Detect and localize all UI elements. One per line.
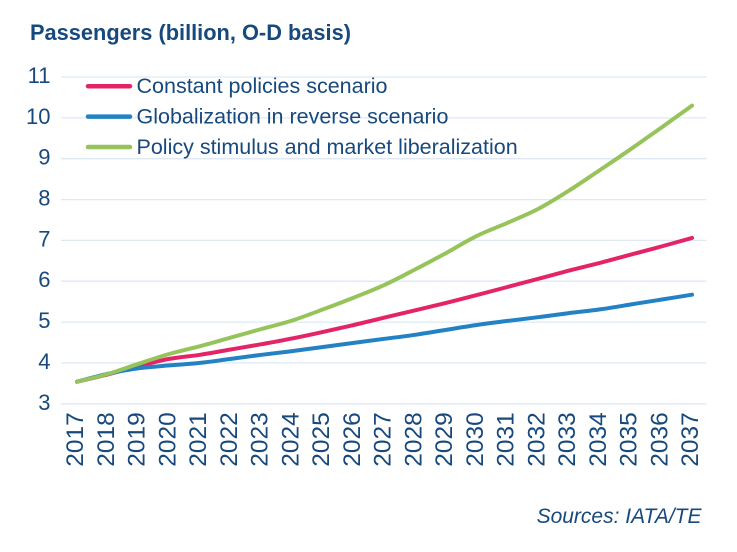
- svg-text:6: 6: [38, 267, 50, 292]
- svg-text:2018: 2018: [93, 412, 120, 467]
- svg-text:4: 4: [38, 349, 50, 374]
- svg-text:2033: 2033: [554, 412, 581, 467]
- svg-text:2028: 2028: [400, 412, 427, 467]
- svg-text:2029: 2029: [431, 412, 458, 467]
- svg-text:2034: 2034: [585, 412, 612, 467]
- svg-text:2017: 2017: [62, 412, 89, 467]
- svg-text:9: 9: [38, 145, 50, 170]
- svg-text:7: 7: [38, 226, 50, 251]
- svg-text:2023: 2023: [247, 412, 274, 467]
- svg-text:Sources: IATA/TE: Sources: IATA/TE: [537, 505, 703, 528]
- svg-text:11: 11: [28, 63, 51, 88]
- svg-text:2031: 2031: [493, 412, 520, 467]
- svg-text:2026: 2026: [339, 412, 366, 467]
- svg-text:2020: 2020: [154, 412, 181, 467]
- svg-text:2027: 2027: [370, 412, 397, 467]
- svg-text:Passengers (billion, O-D basis: Passengers (billion, O-D basis): [30, 20, 351, 45]
- svg-text:10: 10: [26, 104, 50, 129]
- svg-text:3: 3: [38, 390, 50, 415]
- svg-text:2025: 2025: [308, 412, 335, 467]
- svg-text:2036: 2036: [646, 412, 673, 467]
- svg-text:2024: 2024: [277, 412, 304, 467]
- svg-text:2035: 2035: [616, 412, 643, 467]
- svg-text:2032: 2032: [523, 412, 550, 467]
- svg-text:2021: 2021: [185, 412, 212, 467]
- svg-text:Constant policies scenario: Constant policies scenario: [137, 74, 388, 98]
- svg-text:2022: 2022: [216, 412, 243, 467]
- svg-text:Globalization in reverse scena: Globalization in reverse scenario: [137, 105, 449, 129]
- svg-text:2019: 2019: [124, 412, 151, 467]
- svg-text:2037: 2037: [677, 412, 704, 467]
- svg-text:Policy stimulus and market lib: Policy stimulus and market liberalizatio…: [137, 135, 518, 159]
- svg-text:8: 8: [38, 186, 50, 211]
- svg-text:5: 5: [38, 308, 50, 333]
- svg-text:2030: 2030: [462, 412, 489, 467]
